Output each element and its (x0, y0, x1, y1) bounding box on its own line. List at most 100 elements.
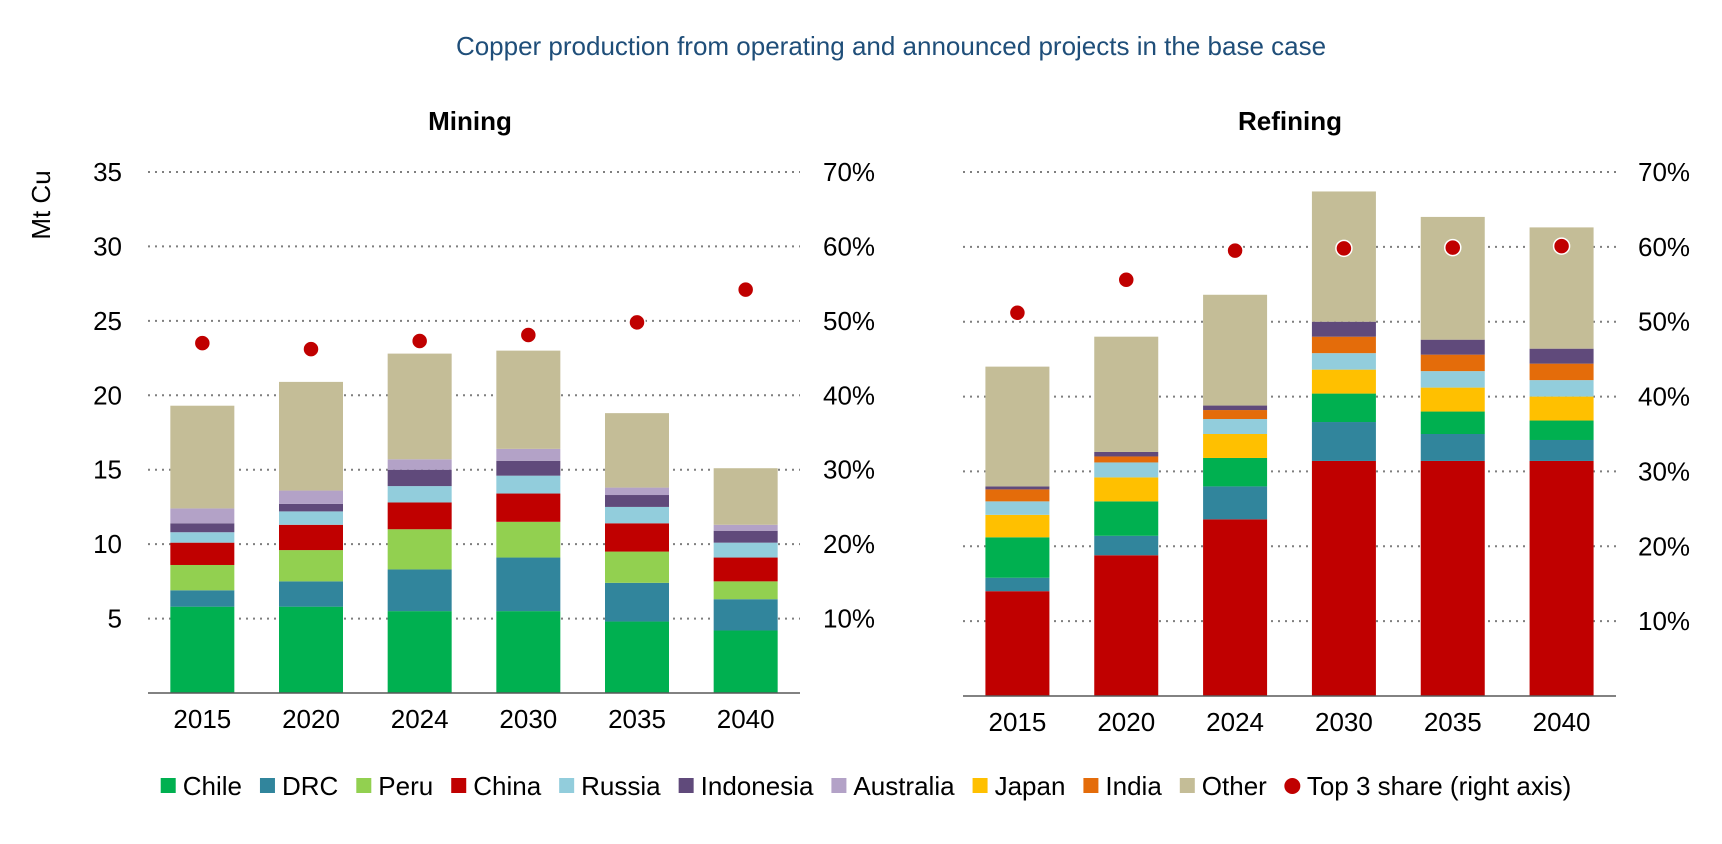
mining-y-tick-label: 10 (93, 529, 122, 559)
refining-top3-share-point-2040 (1552, 237, 1571, 255)
refining-y2-tick-label: 10% (1638, 606, 1690, 636)
chart-legend: Chile DRC Peru China Russia Indonesia Australi… (160, 771, 1571, 801)
refining-bar-japan-2015 (985, 514, 1050, 538)
mining-bar-chile-2035 (605, 621, 669, 693)
mining-x-tick-label: 2030 (499, 704, 557, 734)
mining-bar-china-2020 (279, 524, 343, 551)
refining-bar-chile-2040 (1529, 420, 1594, 440)
mining-bar-drc-2040 (713, 599, 778, 631)
refining-bar-china-2030 (1311, 460, 1376, 696)
refining-bar-japan-2030 (1311, 369, 1376, 394)
mining-x-tick-label: 2015 (173, 704, 231, 734)
refining-y2-tick-label: 50% (1638, 307, 1690, 337)
refining-bar-china-2035 (1420, 460, 1485, 696)
mining-y2-tick-label: 20% (823, 529, 875, 559)
refining-bar-indonesia-2015 (985, 486, 1050, 490)
legend-swatch-indonesia (678, 778, 694, 793)
refining-top3-share-point-2020 (1117, 271, 1135, 289)
mining-bar-other-2040 (713, 468, 778, 525)
mining-bar-russia-2020 (279, 511, 343, 525)
legend-label-russia: Russia (581, 771, 661, 801)
refining-bar-russia-2020 (1094, 462, 1159, 478)
refining-bar-indonesia-2030 (1311, 321, 1376, 337)
mining-y2-tick-label: 10% (823, 604, 875, 634)
mining-bar-china-2035 (605, 523, 669, 552)
refining-bar-indonesia-2035 (1420, 339, 1485, 355)
mining-y-tick-label: 20 (93, 380, 122, 410)
mining-y-tick-label: 15 (93, 455, 122, 485)
refining-y2-tick-label: 60% (1638, 232, 1690, 262)
refining-x-tick-label: 2015 (988, 707, 1046, 737)
refining-x-tick-label: 2020 (1097, 707, 1155, 737)
legend-label-indonesia: Indonesia (701, 771, 814, 801)
refining-bar-japan-2020 (1094, 477, 1159, 502)
refining-y2-tick-label: 30% (1638, 456, 1690, 486)
refining-bar-drc-2015 (985, 577, 1050, 592)
refining-bar-other-2015 (985, 366, 1050, 487)
refining-bar-indonesia-2024 (1203, 405, 1268, 411)
mining-bar-australia-2040 (713, 524, 778, 531)
legend-label-japan: Japan (995, 771, 1066, 801)
mining-y2-tick-label: 30% (823, 455, 875, 485)
mining-bar-other-2015 (170, 405, 235, 509)
refining-bar-chile-2020 (1094, 501, 1159, 536)
mining-bar-drc-2015 (170, 590, 235, 607)
legend-swatch-top3 (1284, 778, 1301, 794)
mining-bar-drc-2024 (387, 569, 452, 612)
mining-bar-indonesia-2024 (387, 469, 452, 487)
mining-y2-tick-label: 50% (823, 306, 875, 336)
mining-bar-peru-2040 (713, 581, 778, 600)
mining-bar-australia-2020 (279, 490, 343, 504)
mining-y2-tick-label: 40% (823, 380, 875, 410)
mining-bar-other-2035 (605, 413, 669, 488)
mining-bar-russia-2040 (713, 542, 778, 558)
mining-y-tick-label: 35 (93, 157, 122, 187)
mining-top3-share-point-2035 (628, 313, 646, 332)
mining-bar-russia-2015 (170, 532, 235, 543)
mining-bar-russia-2030 (496, 475, 561, 494)
mining-bar-china-2024 (387, 502, 452, 530)
mining-bar-chile-2024 (387, 611, 452, 693)
legend-label-drc: DRC (282, 771, 338, 801)
legend-label-top3: Top 3 share (right axis) (1307, 771, 1571, 801)
mining-bar-peru-2015 (170, 564, 235, 591)
refining-bar-other-2035 (1420, 216, 1485, 340)
refining-y2-tick-label: 20% (1638, 531, 1690, 561)
mining-top3-share-point-2030 (519, 326, 538, 344)
refining-bar-drc-2035 (1420, 434, 1485, 461)
refining-x-tick-label: 2035 (1424, 707, 1482, 737)
legend-label-chile: Chile (183, 771, 242, 801)
mining-x-tick-label: 2024 (391, 704, 449, 734)
mining-bar-drc-2030 (496, 557, 561, 612)
mining-x-tick-label: 2035 (608, 704, 666, 734)
legend-swatch-drc (259, 778, 275, 793)
refining-bar-russia-2024 (1203, 419, 1268, 434)
refining-top3-share-point-2024 (1226, 241, 1244, 260)
mining-bar-peru-2030 (496, 521, 561, 558)
mining-y-axis-label: Mt Cu (26, 170, 56, 239)
mining-bar-drc-2020 (279, 581, 343, 607)
refining-bar-indonesia-2020 (1094, 451, 1159, 457)
refining-bar-drc-2030 (1311, 422, 1376, 461)
mining-y2-tick-label: 60% (823, 231, 875, 261)
refining-bar-india-2015 (985, 489, 1050, 502)
refining-y2-tick-label: 40% (1638, 382, 1690, 412)
refining-bar-russia-2040 (1529, 380, 1594, 397)
legend-swatch-india (1083, 778, 1099, 793)
legend-swatch-china (451, 778, 467, 793)
refining-bar-china-2040 (1529, 460, 1594, 696)
mining-bar-other-2024 (387, 353, 452, 460)
mining-bar-china-2040 (713, 557, 778, 582)
refining-bar-chile-2030 (1311, 393, 1376, 423)
refining-panel: Refining 10% 20% 30% 40% 50% 60% 70% 2015 2020 20… (963, 106, 1690, 737)
refining-bar-china-2015 (985, 591, 1050, 696)
refining-bar-india-2035 (1420, 354, 1485, 372)
mining-bar-indonesia-2040 (713, 530, 778, 543)
mining-top3-share-point-2020 (302, 340, 320, 358)
mining-bar-other-2020 (279, 381, 343, 491)
refining-bar-other-2024 (1203, 294, 1268, 406)
refining-bar-drc-2024 (1203, 486, 1268, 520)
refining-x-tick-label: 2040 (1533, 707, 1591, 737)
legend-label-other: Other (1202, 771, 1267, 801)
